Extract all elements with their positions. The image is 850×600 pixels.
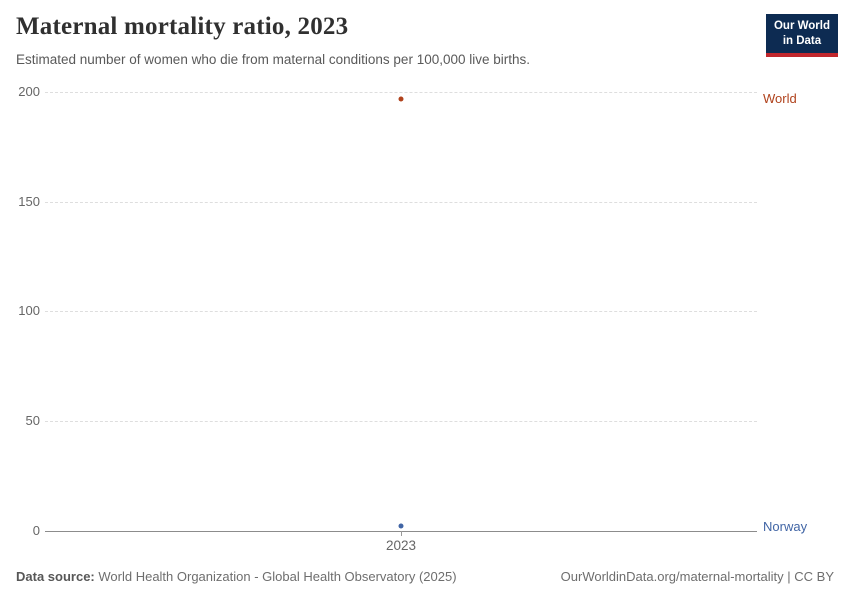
credit-link[interactable]: OurWorldinData.org/maternal-mortality | …	[560, 569, 834, 584]
y-tick-label: 50	[25, 412, 40, 428]
y-tick-label: 100	[18, 303, 40, 319]
gridline	[45, 201, 757, 203]
y-tick-label: 200	[18, 84, 40, 99]
gridline	[45, 420, 757, 422]
data-point-norway[interactable]	[398, 523, 404, 529]
data-source-text: World Health Organization - Global Healt…	[98, 569, 457, 584]
owid-logo-line2: in Data	[782, 34, 822, 47]
gridline	[45, 311, 757, 313]
series-label-norway[interactable]: Norway	[763, 518, 808, 534]
owid-logo-line1: Our World	[773, 20, 830, 32]
page-title: Maternal mortality ratio, 2023	[16, 13, 349, 40]
series-label-world[interactable]: World	[763, 91, 797, 107]
x-tick-label: 2023	[385, 538, 417, 553]
y-tick-label: 0	[32, 522, 40, 538]
owid-logo[interactable]: Our World in Data	[765, 14, 838, 57]
gridline	[45, 92, 757, 93]
data-source-label: Data source:	[16, 569, 95, 584]
chart-subtitle: Estimated number of women who die from m…	[16, 52, 531, 67]
y-tick-label: 150	[18, 193, 40, 209]
data-source-line: Data source: World Health Organization -…	[16, 569, 457, 584]
x-tick-mark	[401, 531, 402, 536]
data-point-world[interactable]	[398, 96, 404, 102]
